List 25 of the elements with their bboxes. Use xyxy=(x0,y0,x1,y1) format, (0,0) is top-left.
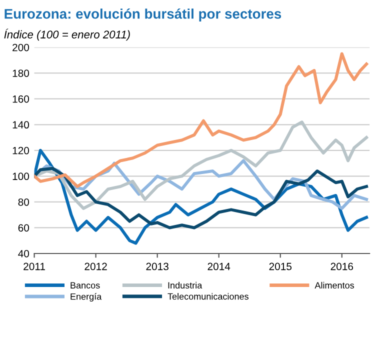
chart-subtitle: Índice (100 = enero 2011) xyxy=(4,28,130,41)
x-tick-label: 2011 xyxy=(24,262,45,270)
x-tick-label: 2012 xyxy=(84,262,107,270)
y-tick-label: 40 xyxy=(18,250,30,258)
legend-label: Alimentos xyxy=(314,282,354,289)
x-tick-label: 2016 xyxy=(330,262,354,270)
y-tick-label: 140 xyxy=(12,121,30,129)
y-tick-label: 60 xyxy=(18,224,30,232)
legend-label: Telecomunicaciones xyxy=(168,293,248,300)
chart-title: Eurozona: evolución bursátil por sectores xyxy=(4,8,282,22)
x-tick-label: 2013 xyxy=(146,262,168,270)
y-tick-label: 80 xyxy=(18,198,30,206)
y-tick-label: 200 xyxy=(12,44,30,52)
x-tick-label: 2015 xyxy=(269,262,292,270)
legend-label: Energía xyxy=(70,293,102,302)
line-series xyxy=(34,52,368,188)
line-series xyxy=(34,166,368,230)
y-tick-label: 120 xyxy=(12,146,30,154)
line-series xyxy=(34,120,368,210)
legend-label: Industria xyxy=(168,282,202,289)
y-tick-label: 100 xyxy=(12,172,30,180)
legend-label: Bancos xyxy=(70,282,100,289)
x-tick-label: 2014 xyxy=(208,262,230,270)
y-tick-label: 180 xyxy=(12,70,30,77)
y-tick-label: 160 xyxy=(12,95,30,103)
